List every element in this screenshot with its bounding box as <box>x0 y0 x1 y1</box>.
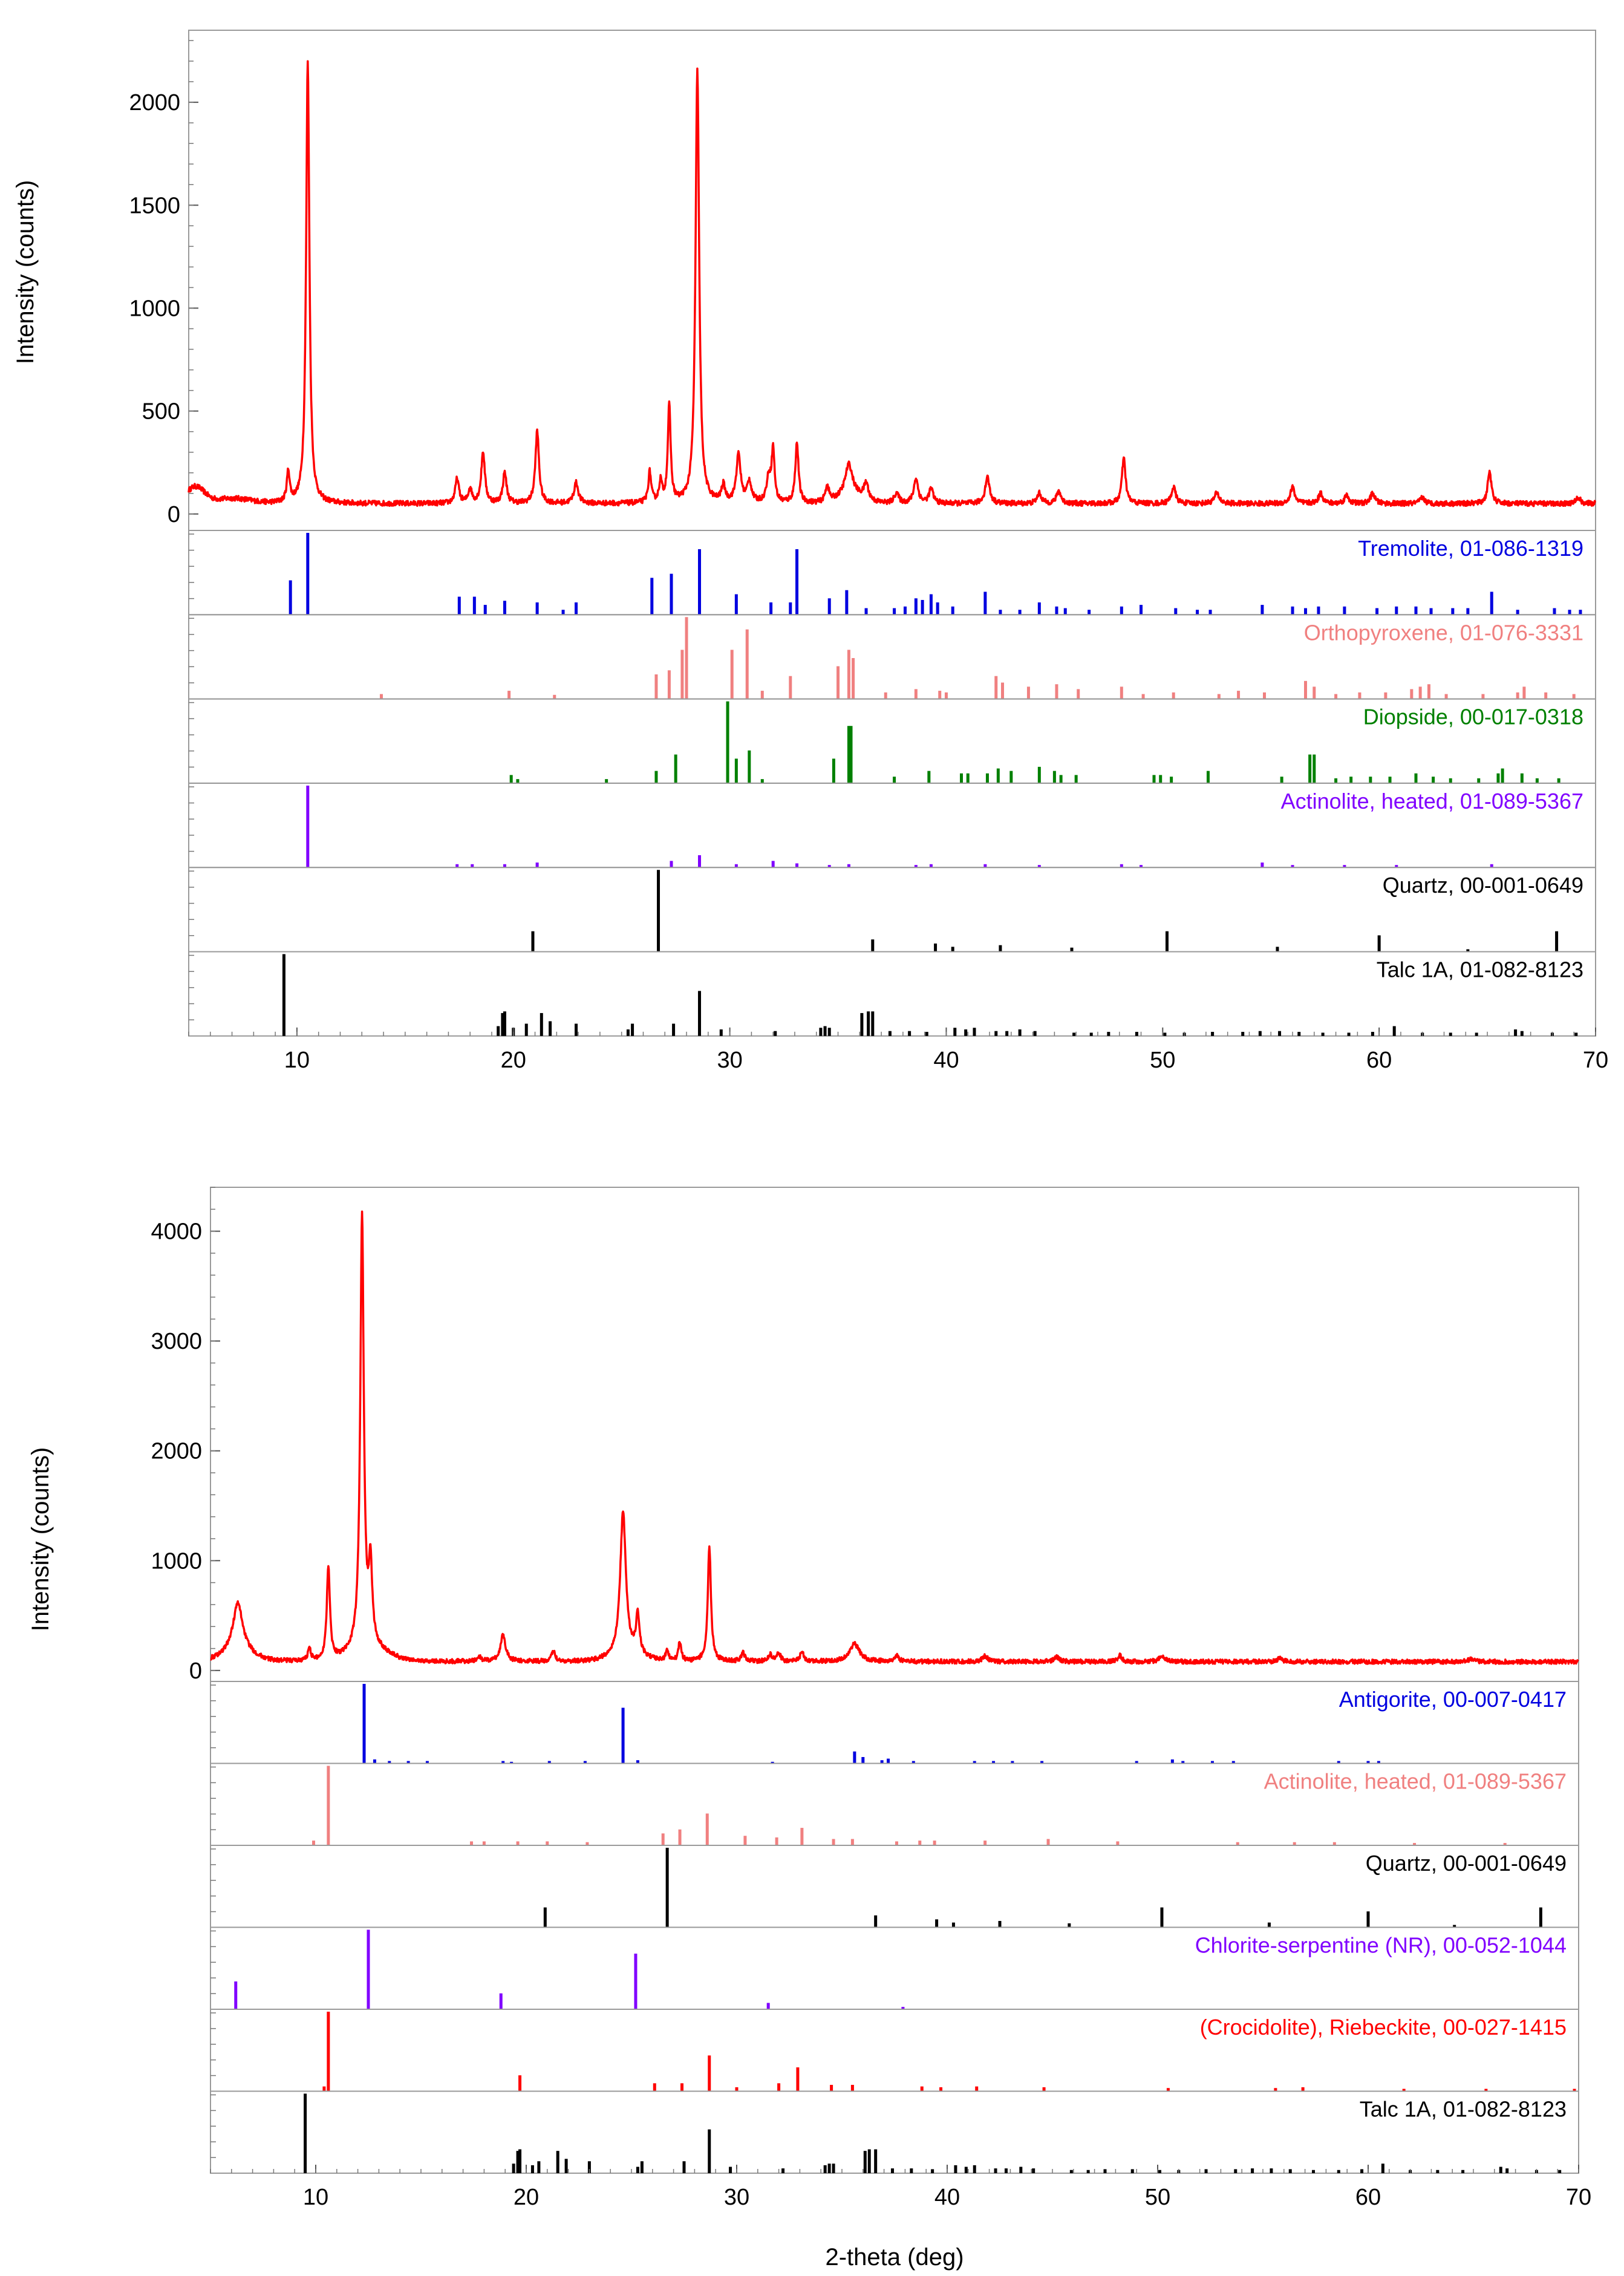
x-tick-label: 70 <box>1566 2185 1591 2210</box>
y-tick-label: 4000 <box>151 1219 202 1245</box>
reference-pattern-label: Antigorite, 00-007-0417 <box>1339 1687 1567 1712</box>
xrd-chart-bottom: 0 1000 2000 3000 4000 Intensity (counts) Antig… <box>27 1187 1591 2271</box>
reference-pattern-label: Talc 1A, 01-082-8123 <box>1360 2097 1567 2122</box>
x-tick-label: 50 <box>1150 1048 1175 1073</box>
y-tick-label: 1000 <box>129 296 180 321</box>
reference-pattern-label: Orthopyroxene, 01-076-3331 <box>1304 620 1583 645</box>
y-tick-label: 2000 <box>151 1439 202 1464</box>
x-tick-label: 40 <box>934 2185 960 2210</box>
reference-pattern-label: Tremolite, 01-086-1319 <box>1358 536 1583 561</box>
x-tick-label: 60 <box>1355 2185 1381 2210</box>
y-tick-label: 500 <box>142 399 180 425</box>
y-tick-label: 0 <box>168 502 180 527</box>
x-tick-label: 40 <box>933 1048 959 1073</box>
y-tick-label: 1500 <box>129 193 180 218</box>
diffraction-pattern-line <box>188 60 1596 507</box>
reference-pattern-label: (Crocidolite), Riebeckite, 00-027-1415 <box>1200 2015 1567 2040</box>
x-tick-label: 30 <box>724 2185 749 2210</box>
reference-pattern-label: Diopside, 00-017-0318 <box>1363 705 1583 729</box>
y-tick-label: 2000 <box>129 90 180 116</box>
x-tick-label: 60 <box>1366 1048 1392 1073</box>
y-axis-label: Intensity (counts) <box>12 180 39 365</box>
x-tick-label: 20 <box>501 1048 526 1073</box>
x-tick-label: 10 <box>303 2185 328 2210</box>
x-tick-label: 10 <box>284 1048 310 1073</box>
reference-pattern-label: Actinolite, heated, 01-089-5367 <box>1281 789 1583 814</box>
reference-panel-frame <box>210 2090 1579 2174</box>
reference-pattern-label: Actinolite, heated, 01-089-5367 <box>1264 1769 1567 1794</box>
reference-pattern-label: Quartz, 00-001-0649 <box>1383 873 1583 898</box>
x-tick-label: 50 <box>1145 2185 1170 2210</box>
x-axis-label: 2-theta (deg) <box>825 2244 964 2271</box>
y-axis-label: Intensity (counts) <box>27 1447 54 1632</box>
reference-pattern-label: Quartz, 00-001-0649 <box>1366 1851 1567 1876</box>
xrd-chart-top: 0 500 1000 1500 2000 Intensity (counts) Tremol… <box>12 30 1608 1073</box>
reference-panel-frame <box>188 951 1596 1037</box>
y-tick-label: 1000 <box>151 1548 202 1574</box>
x-tick-label: 20 <box>514 2185 539 2210</box>
y-tick-label: 3000 <box>151 1329 202 1354</box>
y-tick-label: 0 <box>189 1658 202 1684</box>
diffraction-pattern-line <box>209 1210 1579 1665</box>
x-tick-label: 30 <box>717 1048 742 1073</box>
reference-pattern-label: Talc 1A, 01-082-8123 <box>1377 957 1583 982</box>
x-tick-label: 70 <box>1583 1048 1608 1073</box>
reference-pattern-label: Chlorite-serpentine (NR), 00-052-1044 <box>1195 1933 1567 1958</box>
